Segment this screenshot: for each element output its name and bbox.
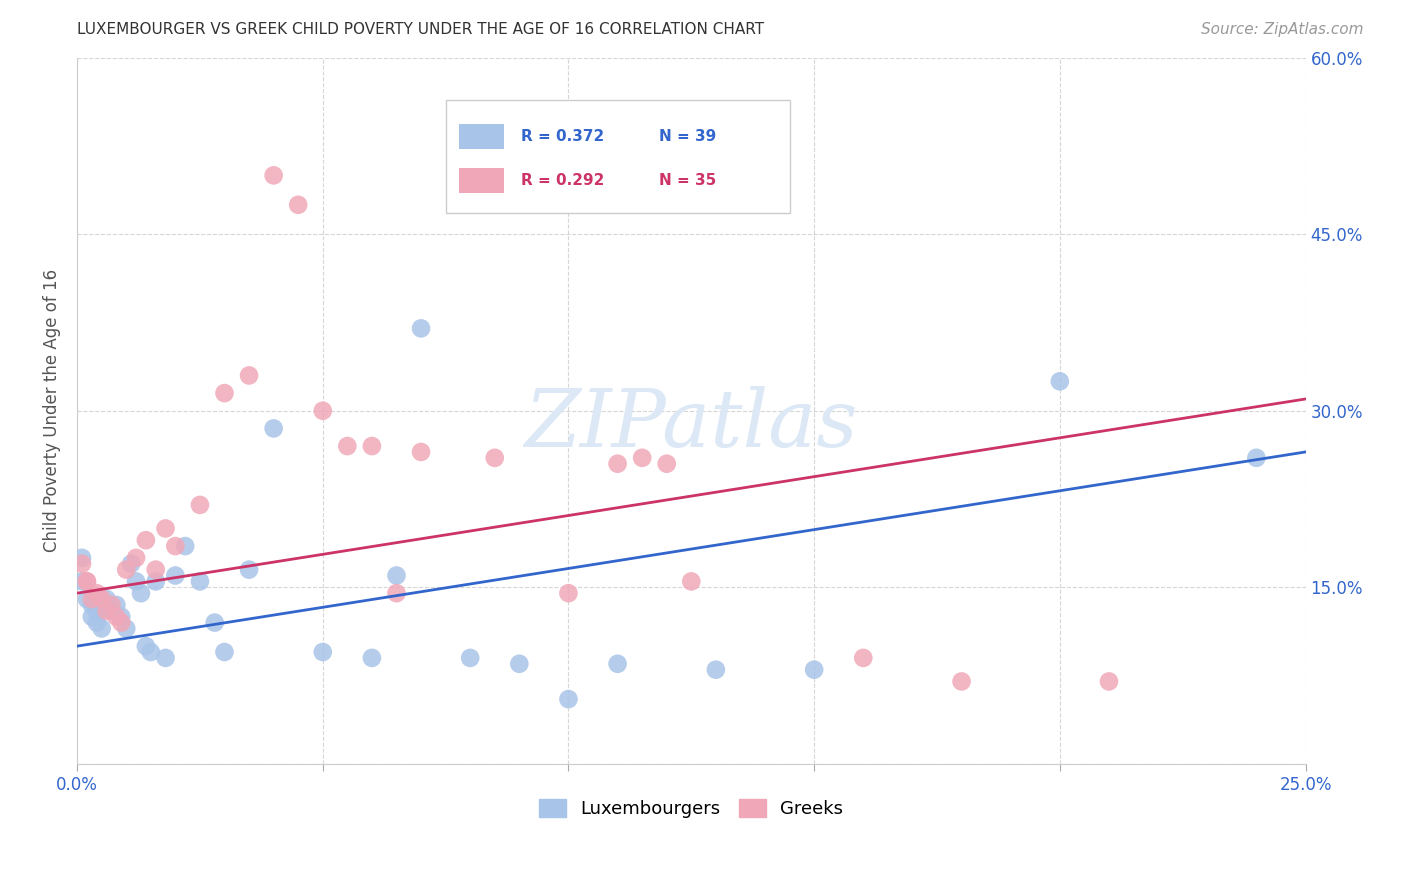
- Point: [145, 574, 167, 589]
- Point: [125, 574, 148, 589]
- Point: [484, 450, 506, 465]
- Point: [86, 615, 108, 630]
- Y-axis label: Child Poverty Under the Age of 16: Child Poverty Under the Age of 16: [44, 269, 60, 552]
- Point: [852, 651, 875, 665]
- Point: [76, 574, 98, 589]
- Point: [631, 450, 654, 465]
- Point: [238, 563, 260, 577]
- Point: [361, 651, 384, 665]
- Text: ZIPatlas: ZIPatlas: [524, 386, 858, 464]
- Point: [90, 592, 112, 607]
- Point: [409, 445, 432, 459]
- Point: [214, 386, 236, 401]
- Legend: Luxembourgers, Greeks: Luxembourgers, Greeks: [531, 791, 851, 825]
- Point: [606, 457, 628, 471]
- Point: [70, 557, 93, 571]
- Point: [115, 563, 138, 577]
- Point: [100, 598, 122, 612]
- Point: [385, 586, 408, 600]
- Point: [263, 169, 285, 183]
- Point: [145, 563, 167, 577]
- Text: LUXEMBOURGER VS GREEK CHILD POVERTY UNDER THE AGE OF 16 CORRELATION CHART: LUXEMBOURGER VS GREEK CHILD POVERTY UNDE…: [77, 22, 765, 37]
- Point: [238, 368, 260, 383]
- Point: [139, 645, 162, 659]
- Point: [385, 568, 408, 582]
- Point: [458, 651, 481, 665]
- Point: [704, 663, 727, 677]
- Point: [950, 674, 973, 689]
- Point: [70, 574, 93, 589]
- Point: [165, 568, 187, 582]
- Point: [214, 645, 236, 659]
- Point: [287, 198, 309, 212]
- Point: [90, 622, 112, 636]
- Point: [86, 604, 108, 618]
- Point: [681, 574, 703, 589]
- Point: [80, 592, 103, 607]
- Point: [557, 692, 579, 706]
- Point: [312, 403, 335, 417]
- Point: [110, 615, 132, 630]
- Point: [174, 539, 197, 553]
- Point: [96, 592, 118, 607]
- Point: [100, 604, 122, 618]
- Point: [204, 615, 226, 630]
- Point: [312, 645, 335, 659]
- Point: [110, 609, 132, 624]
- Point: [80, 598, 103, 612]
- Text: Source: ZipAtlas.com: Source: ZipAtlas.com: [1201, 22, 1364, 37]
- Point: [188, 574, 211, 589]
- Point: [508, 657, 530, 671]
- Point: [129, 586, 152, 600]
- Point: [115, 622, 138, 636]
- Point: [155, 651, 177, 665]
- Point: [96, 604, 118, 618]
- Point: [803, 663, 825, 677]
- Point: [76, 592, 98, 607]
- Point: [1246, 450, 1268, 465]
- Point: [409, 321, 432, 335]
- Point: [1098, 674, 1121, 689]
- Point: [165, 539, 187, 553]
- Point: [361, 439, 384, 453]
- Point: [135, 639, 157, 653]
- Point: [70, 550, 93, 565]
- Point: [105, 598, 128, 612]
- Point: [336, 439, 359, 453]
- Point: [188, 498, 211, 512]
- Point: [125, 550, 148, 565]
- Point: [606, 657, 628, 671]
- Point: [105, 609, 128, 624]
- Point: [120, 557, 142, 571]
- Point: [155, 521, 177, 535]
- Point: [80, 609, 103, 624]
- Point: [263, 421, 285, 435]
- Point: [655, 457, 678, 471]
- Point: [76, 574, 98, 589]
- Point: [86, 586, 108, 600]
- Point: [557, 586, 579, 600]
- Point: [1049, 374, 1071, 388]
- Point: [135, 533, 157, 548]
